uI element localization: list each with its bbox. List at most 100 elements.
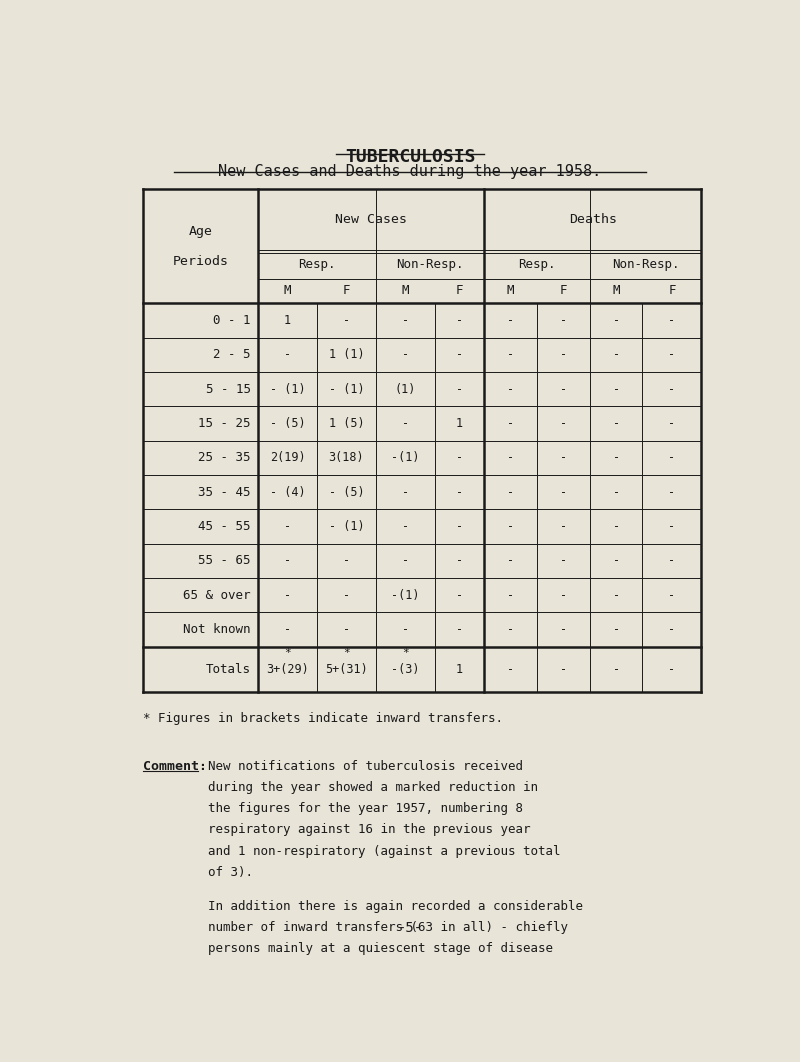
Text: -: - — [507, 520, 514, 533]
Text: Comment:: Comment: — [143, 759, 207, 772]
Text: M: M — [284, 285, 291, 297]
Text: -: - — [402, 554, 409, 567]
Text: -: - — [284, 520, 291, 533]
Text: -: - — [507, 451, 514, 464]
Text: *: * — [343, 648, 350, 657]
Text: -: - — [402, 314, 409, 327]
Text: Not known: Not known — [183, 623, 250, 636]
Text: -: - — [507, 348, 514, 361]
Text: number of inward transfers (63 in all) - chiefly: number of inward transfers (63 in all) -… — [209, 921, 569, 935]
Text: -: - — [284, 554, 291, 567]
Text: -: - — [456, 485, 463, 499]
Text: -: - — [613, 348, 620, 361]
Text: -: - — [668, 588, 675, 602]
Text: respiratory against 16 in the previous year: respiratory against 16 in the previous y… — [209, 823, 531, 837]
Text: -: - — [613, 663, 620, 675]
Text: Resp.: Resp. — [298, 258, 336, 271]
Text: 35 - 45: 35 - 45 — [198, 485, 250, 499]
Text: Deaths: Deaths — [569, 213, 617, 226]
Text: Resp.: Resp. — [518, 258, 556, 271]
Text: In addition there is again recorded a considerable: In addition there is again recorded a co… — [209, 900, 583, 913]
Text: -: - — [456, 554, 463, 567]
Text: -: - — [284, 348, 291, 361]
Text: -: - — [560, 554, 567, 567]
Text: 5 - 15: 5 - 15 — [206, 382, 250, 396]
Text: -: - — [402, 520, 409, 533]
Text: M: M — [402, 285, 409, 297]
Text: persons mainly at a quiescent stage of disease: persons mainly at a quiescent stage of d… — [209, 942, 554, 956]
Text: 1 (1): 1 (1) — [329, 348, 364, 361]
Text: -: - — [668, 382, 675, 396]
Text: - (5): - (5) — [329, 485, 364, 499]
Text: 5+(31): 5+(31) — [325, 663, 368, 675]
Text: M: M — [612, 285, 620, 297]
Text: F: F — [342, 285, 350, 297]
Text: -: - — [613, 382, 620, 396]
Text: during the year showed a marked reduction in: during the year showed a marked reductio… — [209, 781, 538, 793]
Text: New Cases and Deaths during the year 1958.: New Cases and Deaths during the year 195… — [218, 165, 602, 179]
Text: -: - — [560, 382, 567, 396]
Text: -: - — [560, 485, 567, 499]
Text: (1): (1) — [394, 382, 416, 396]
Text: F: F — [456, 285, 463, 297]
Text: -: - — [456, 314, 463, 327]
Text: - (1): - (1) — [270, 382, 306, 396]
Text: -: - — [507, 485, 514, 499]
Text: 65 & over: 65 & over — [183, 588, 250, 602]
Text: -: - — [456, 520, 463, 533]
Text: -: - — [668, 485, 675, 499]
Text: 55 - 65: 55 - 65 — [198, 554, 250, 567]
Text: 1 (5): 1 (5) — [329, 417, 364, 430]
Text: -: - — [402, 485, 409, 499]
Text: -: - — [507, 663, 514, 675]
Text: F: F — [668, 285, 676, 297]
Text: -: - — [613, 520, 620, 533]
Text: 0 - 1: 0 - 1 — [213, 314, 250, 327]
Text: -: - — [402, 417, 409, 430]
Text: Age

Periods: Age Periods — [173, 224, 229, 268]
Text: 1: 1 — [456, 663, 463, 675]
Text: -: - — [507, 417, 514, 430]
Text: Non-Resp.: Non-Resp. — [612, 258, 679, 271]
Text: - (4): - (4) — [270, 485, 306, 499]
Text: 1: 1 — [284, 314, 291, 327]
Text: -(3): -(3) — [391, 663, 419, 675]
Text: -: - — [668, 520, 675, 533]
Text: -: - — [456, 623, 463, 636]
Text: -: - — [613, 485, 620, 499]
Text: -: - — [560, 520, 567, 533]
Text: and 1 non-respiratory (against a previous total: and 1 non-respiratory (against a previou… — [209, 844, 561, 858]
Text: *: * — [402, 648, 409, 657]
Text: - (1): - (1) — [329, 382, 364, 396]
Text: -: - — [560, 314, 567, 327]
Text: -: - — [560, 623, 567, 636]
Text: -: - — [402, 623, 409, 636]
Text: 1: 1 — [456, 417, 463, 430]
Text: * Figures in brackets indicate inward transfers.: * Figures in brackets indicate inward tr… — [143, 713, 503, 725]
Text: Totals: Totals — [206, 663, 250, 675]
Text: -: - — [668, 451, 675, 464]
Text: 45 - 55: 45 - 55 — [198, 520, 250, 533]
Text: -: - — [507, 554, 514, 567]
Text: -: - — [560, 417, 567, 430]
Text: 15 - 25: 15 - 25 — [198, 417, 250, 430]
Text: -: - — [668, 348, 675, 361]
Text: -: - — [668, 623, 675, 636]
Text: -: - — [456, 382, 463, 396]
Text: M: M — [507, 285, 514, 297]
Text: -: - — [343, 554, 350, 567]
Text: -: - — [560, 451, 567, 464]
Text: -: - — [613, 623, 620, 636]
Text: -: - — [668, 554, 675, 567]
Text: -: - — [507, 588, 514, 602]
Text: -: - — [284, 588, 291, 602]
Text: TUBERCULOSIS: TUBERCULOSIS — [345, 148, 475, 166]
Text: 2(19): 2(19) — [270, 451, 306, 464]
Text: -: - — [668, 314, 675, 327]
Text: - (1): - (1) — [329, 520, 364, 533]
Text: - (5): - (5) — [270, 417, 306, 430]
Text: -: - — [613, 417, 620, 430]
Text: -: - — [456, 588, 463, 602]
Text: -: - — [343, 588, 350, 602]
Text: New Cases: New Cases — [335, 213, 407, 226]
